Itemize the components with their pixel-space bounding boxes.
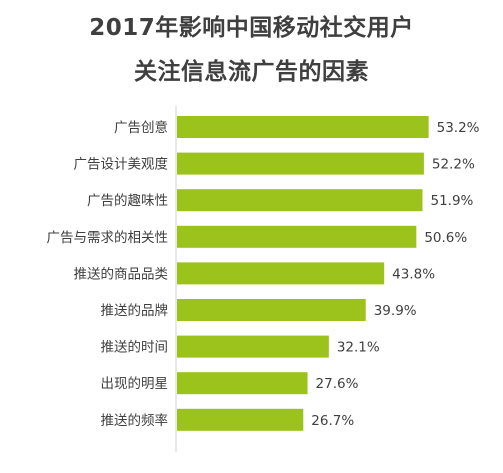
chart-title: 2017年影响中国移动社交用户	[89, 15, 414, 41]
category-label: 广告设计美观度	[74, 157, 169, 173]
bar	[177, 116, 429, 138]
bar	[177, 189, 423, 212]
bar	[177, 225, 417, 248]
data-label: 32.1%	[337, 340, 380, 356]
data-label: 27.6%	[316, 376, 359, 392]
category-label: 推送的时间	[101, 340, 169, 356]
data-label: 26.7%	[311, 413, 354, 429]
bar	[177, 299, 366, 321]
category-label: 广告创意	[114, 119, 168, 136]
bar	[177, 262, 385, 285]
category-label: 推送的频率	[101, 412, 169, 429]
chart-subtitle: 关注信息流广告的因素	[134, 59, 369, 85]
category-label: 广告与需求的相关性	[47, 230, 169, 246]
bar	[177, 335, 329, 358]
category-label: 广告的趣味性	[87, 193, 168, 209]
data-label: 52.2%	[432, 157, 475, 173]
category-label: 推送的商品品类	[74, 266, 169, 282]
category-label: 出现的明星	[101, 376, 169, 392]
data-label: 50.6%	[424, 230, 467, 246]
data-label: 39.9%	[374, 303, 417, 319]
data-label: 43.8%	[392, 266, 435, 282]
data-label: 53.2%	[437, 120, 480, 136]
bar	[177, 408, 304, 431]
bar	[177, 372, 308, 395]
category-label: 推送的品牌	[101, 302, 169, 319]
bar	[177, 152, 424, 175]
data-label: 51.9%	[430, 193, 473, 209]
